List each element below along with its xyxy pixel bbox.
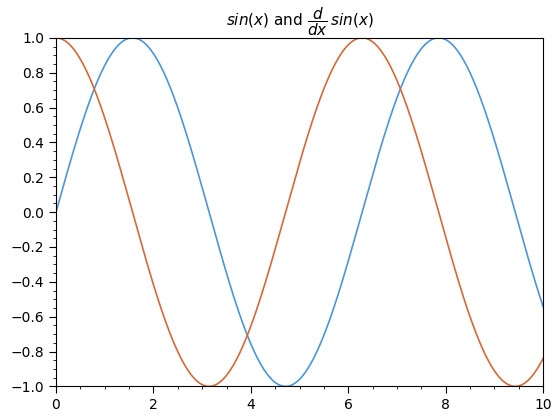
Title: $\mathit{sin(x)}$ and $\dfrac{d}{dx}\,\mathit{sin(x)}$: $\mathit{sin(x)}$ and $\dfrac{d}{dx}\,\m… xyxy=(226,5,374,38)
